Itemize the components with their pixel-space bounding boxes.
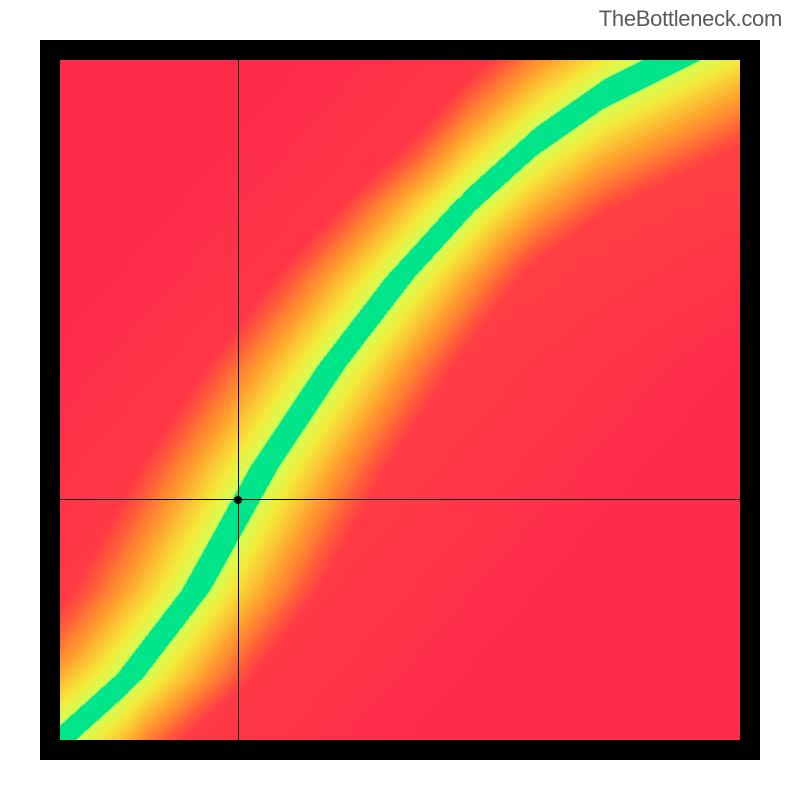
chart-container: TheBottleneck.com bbox=[0, 0, 800, 800]
crosshair-vertical bbox=[238, 60, 239, 740]
plot-area bbox=[60, 60, 740, 740]
crosshair-horizontal bbox=[60, 499, 740, 500]
heatmap-canvas bbox=[60, 60, 740, 740]
watermark-text: TheBottleneck.com bbox=[599, 6, 782, 32]
operating-point-marker bbox=[234, 496, 242, 504]
plot-outer-frame bbox=[40, 40, 760, 760]
